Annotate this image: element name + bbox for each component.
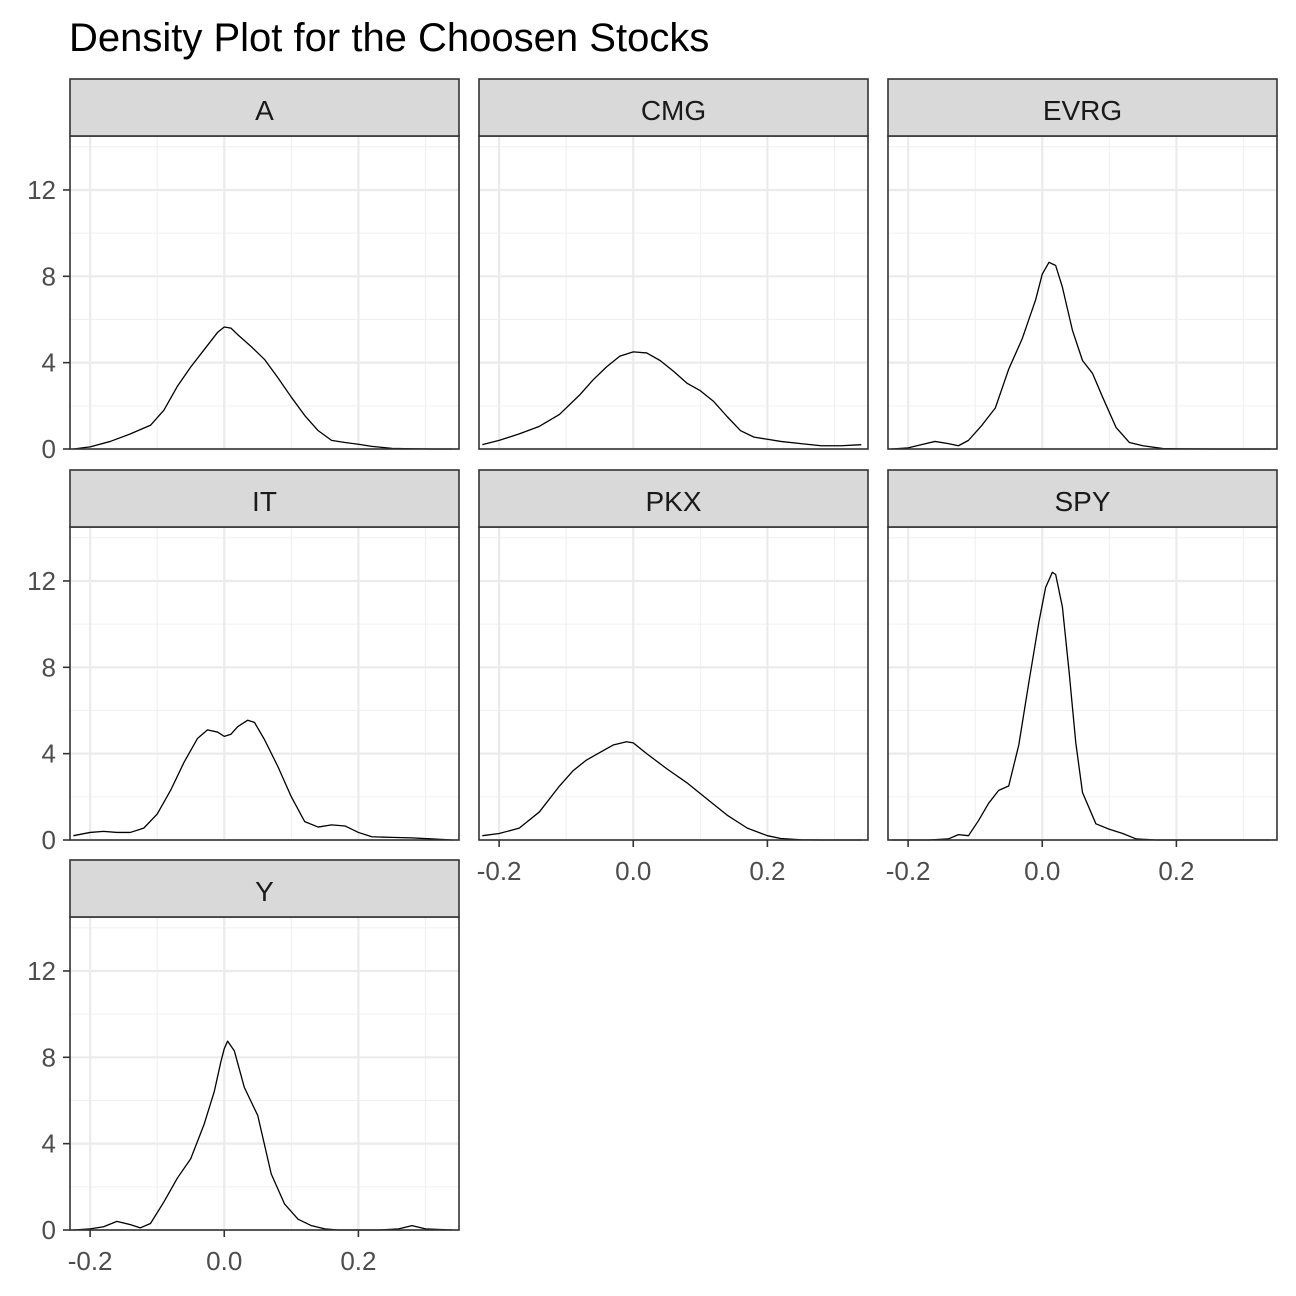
x-tick-label: 0.2 [749, 856, 785, 886]
chart-title: Density Plot for the Choosen Stocks [69, 16, 709, 60]
density-line-pkx [482, 741, 862, 841]
panel-background [70, 136, 459, 449]
y-tick-label: 12 [27, 175, 56, 205]
x-tick-label: 0.0 [206, 1246, 242, 1276]
y-tick-label: 12 [27, 956, 56, 986]
y-tick-label: 4 [42, 1129, 56, 1159]
strip-label: CMG [641, 95, 706, 126]
facet-panel-y: Y 0 4 8 12 -0.2 0.0 0.2 [27, 859, 460, 1276]
x-tick-label: 0.2 [340, 1246, 376, 1276]
strip-background [887, 78, 1278, 137]
strip-background [69, 78, 460, 137]
facet-panel-cmg: CMG [478, 78, 869, 451]
panel-background [70, 527, 459, 840]
y-tick-label: 0 [42, 825, 56, 855]
facet-panel-evrg: EVRG [887, 78, 1278, 451]
strip-label: IT [252, 486, 277, 517]
strip-label: EVRG [1043, 95, 1122, 126]
x-tick-label: 0.0 [1024, 856, 1060, 886]
panel-background [888, 136, 1277, 449]
density-line-it [73, 719, 453, 841]
y-tick-label: 0 [42, 434, 56, 464]
y-tick-label: 0 [42, 1215, 56, 1245]
strip-background [887, 469, 1278, 528]
density-line-a [73, 326, 453, 450]
x-tick-label: 0.2 [1158, 856, 1194, 886]
y-tick-label: 12 [27, 566, 56, 596]
strip-background [69, 469, 460, 528]
strip-label: Y [255, 876, 274, 907]
strip-background [69, 859, 460, 918]
density-line-cmg [482, 351, 862, 447]
y-tick-label: 4 [42, 739, 56, 769]
y-tick-label: 8 [42, 652, 56, 682]
facet-panel-spy: SPY -0.2 0.0 0.2 [886, 469, 1278, 886]
strip-label: A [255, 95, 274, 126]
strip-background [478, 469, 869, 528]
strip-background [478, 78, 869, 137]
density-line-evrg [891, 261, 1271, 450]
y-tick-label: 8 [42, 261, 56, 291]
x-tick-label: -0.2 [886, 856, 931, 886]
x-tick-label: -0.2 [477, 856, 522, 886]
strip-label: PKX [645, 486, 701, 517]
facet-panel-pkx: PKX -0.2 0.0 0.2 [477, 469, 869, 886]
facet-panel-it: IT 0 4 8 12 [27, 469, 460, 855]
panel-background [479, 136, 868, 449]
x-tick-label: 0.0 [615, 856, 651, 886]
panel-background [70, 917, 459, 1230]
panel-background [479, 527, 868, 840]
facet-panels: A 0 4 8 12 CMG EVRG IT 0 4 8 12 PKX -0.2 0.0 0.2 SPY -0.2… [27, 78, 1278, 1276]
strip-label: SPY [1054, 486, 1110, 517]
x-tick-label: -0.2 [68, 1246, 113, 1276]
y-tick-label: 8 [42, 1042, 56, 1072]
y-tick-label: 4 [42, 348, 56, 378]
facet-panel-a: A 0 4 8 12 [27, 78, 460, 464]
